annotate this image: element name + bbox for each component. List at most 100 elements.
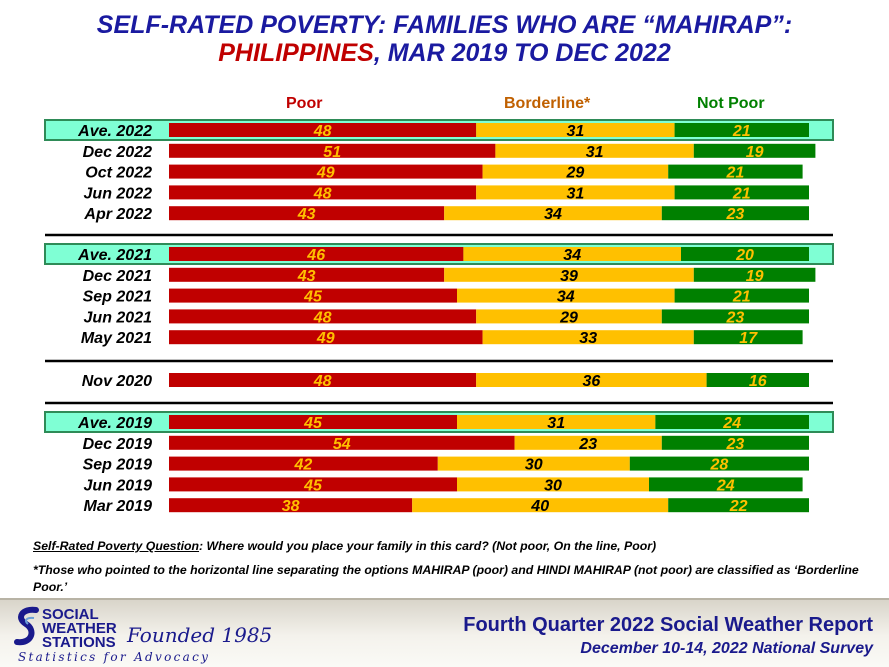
footer-band <box>0 598 889 667</box>
survey-question-note: Self-Rated Poverty Question: Where would… <box>33 538 863 555</box>
data-label-not-poor-dec-2019: 23 <box>726 436 745 453</box>
data-label-borderline-jun-2021: 29 <box>559 309 578 326</box>
chart-title-line-1: SELF-RATED POVERTY: FAMILIES WHO ARE “MA… <box>0 10 889 40</box>
logo-tagline: Statistics for Advocacy <box>18 650 211 664</box>
data-label-not-poor-sep-2021: 21 <box>732 289 751 306</box>
borderline-footnote: *Those who pointed to the horizontal lin… <box>33 563 859 594</box>
data-label-poor-may-2021: 49 <box>316 330 335 347</box>
data-label-not-poor-ave-2021: 20 <box>735 247 754 264</box>
bar-poor-jun-2022 <box>169 185 477 200</box>
row-label-ave-2021: Ave. 2021 <box>77 247 152 264</box>
data-label-borderline-jun-2019: 30 <box>544 477 562 494</box>
sws-logo-icon <box>14 606 39 646</box>
stacked-bar-chart: Ave. 2022 48 31 21 Dec 2022 51 31 19 Oct 2022 49 2… <box>44 119 834 515</box>
data-label-poor-dec-2021: 43 <box>297 268 316 285</box>
row-label-jun-2019: Jun 2019 <box>84 477 153 494</box>
row-label-ave-2022: Ave. 2022 <box>77 123 152 140</box>
legend-borderline: Borderline* <box>504 95 591 112</box>
data-label-borderline-ave-2022: 31 <box>567 123 585 140</box>
row-label-sep-2019: Sep 2019 <box>83 457 152 474</box>
data-label-poor-nov-2020: 48 <box>313 373 332 390</box>
data-label-poor-ave-2022: 48 <box>313 123 332 140</box>
founded-year: Founded 1985 <box>127 623 273 647</box>
bar-poor-mar-2019 <box>169 498 413 513</box>
bar-poor-dec-2019 <box>169 435 515 450</box>
bar-not-poor-nov-2020 <box>706 373 809 387</box>
bar-borderline-ave-2022 <box>476 123 675 137</box>
data-label-borderline-dec-2019: 23 <box>578 436 597 453</box>
bar-borderline-jun-2022 <box>476 185 675 200</box>
legend-poor: Poor <box>286 95 323 112</box>
data-label-borderline-dec-2021: 39 <box>560 268 578 285</box>
question-text: : Where would you place your family in t… <box>199 539 657 553</box>
survey-dates: December 10-14, 2022 National Survey <box>580 640 873 657</box>
logo-stations: STATIONS <box>42 634 116 651</box>
data-label-not-poor-ave-2019: 24 <box>722 415 741 432</box>
bar-poor-dec-2021 <box>169 267 445 282</box>
chart-title-line-2: PHILIPPINES, MAR 2019 TO DEC 2022 <box>0 38 889 68</box>
bar-not-poor-oct-2022 <box>668 164 803 179</box>
bar-borderline-ave-2019 <box>457 415 656 429</box>
data-label-poor-dec-2019: 54 <box>333 436 351 453</box>
bar-not-poor-apr-2022 <box>661 206 809 221</box>
bar-borderline-apr-2022 <box>444 206 662 221</box>
bar-borderline-dec-2019 <box>514 435 662 450</box>
bar-borderline-sep-2019 <box>437 456 630 471</box>
data-label-borderline-dec-2022: 31 <box>586 144 604 161</box>
bar-not-poor-may-2021 <box>693 330 803 345</box>
data-label-not-poor-oct-2022: 21 <box>726 165 745 182</box>
bar-borderline-mar-2019 <box>412 498 669 513</box>
footer-divider <box>0 598 889 600</box>
data-label-borderline-jun-2022: 31 <box>567 185 585 202</box>
bar-not-poor-dec-2019 <box>661 435 809 450</box>
bar-borderline-dec-2022 <box>495 143 694 158</box>
row-label-dec-2019: Dec 2019 <box>83 436 152 453</box>
bar-not-poor-ave-2022 <box>674 123 809 137</box>
data-label-borderline-may-2021: 33 <box>579 330 597 347</box>
bar-not-poor-sep-2019 <box>629 456 809 471</box>
bar-borderline-may-2021 <box>482 330 694 345</box>
data-label-borderline-oct-2022: 29 <box>566 165 585 182</box>
bar-poor-ave-2022 <box>169 123 477 137</box>
bar-poor-ave-2019 <box>169 415 457 429</box>
row-label-may-2021: May 2021 <box>81 330 152 347</box>
data-label-borderline-sep-2021: 34 <box>557 289 575 306</box>
chart-title-period: , MAR 2019 TO DEC 2022 <box>373 39 671 67</box>
bar-poor-jun-2019 <box>169 477 457 492</box>
data-label-poor-oct-2022: 49 <box>316 165 335 182</box>
bar-poor-apr-2022 <box>169 206 445 221</box>
row-label-oct-2022: Oct 2022 <box>85 165 152 182</box>
data-label-poor-ave-2019: 45 <box>303 415 323 432</box>
bar-poor-dec-2022 <box>169 143 496 158</box>
data-label-borderline-ave-2019: 31 <box>547 415 565 432</box>
bar-not-poor-jun-2022 <box>674 185 809 200</box>
row-label-apr-2022: Apr 2022 <box>83 206 152 223</box>
row-label-jun-2022: Jun 2022 <box>84 185 153 202</box>
data-label-borderline-sep-2019: 30 <box>525 457 543 474</box>
bar-not-poor-sep-2021 <box>674 288 809 303</box>
bar-poor-ave-2021 <box>169 247 464 261</box>
row-label-jun-2021: Jun 2021 <box>84 309 153 326</box>
bar-borderline-nov-2020 <box>476 373 707 387</box>
bar-borderline-jun-2021 <box>476 309 662 324</box>
data-label-poor-sep-2019: 42 <box>294 457 313 474</box>
bar-not-poor-jun-2019 <box>649 477 803 492</box>
data-label-borderline-mar-2019: 40 <box>530 498 549 515</box>
data-label-not-poor-jun-2019: 24 <box>716 477 735 494</box>
chart-title-text: SELF-RATED POVERTY: FAMILIES WHO ARE “MA… <box>96 11 793 39</box>
bar-borderline-dec-2021 <box>444 267 694 282</box>
bar-borderline-jun-2019 <box>457 477 649 492</box>
data-label-poor-apr-2022: 43 <box>297 206 316 223</box>
row-label-ave-2019: Ave. 2019 <box>77 415 152 432</box>
data-label-not-poor-mar-2019: 22 <box>729 498 748 515</box>
bar-poor-nov-2020 <box>169 373 477 387</box>
data-label-poor-jun-2019: 45 <box>303 477 323 494</box>
data-label-borderline-apr-2022: 34 <box>544 206 562 223</box>
bar-borderline-oct-2022 <box>482 164 669 179</box>
data-label-poor-mar-2019: 38 <box>282 498 300 515</box>
row-label-nov-2020: Nov 2020 <box>82 373 152 390</box>
row-label-dec-2021: Dec 2021 <box>83 268 152 285</box>
data-label-poor-sep-2021: 45 <box>303 289 323 306</box>
bar-not-poor-ave-2019 <box>655 415 809 429</box>
data-label-borderline-nov-2020: 36 <box>583 373 601 390</box>
